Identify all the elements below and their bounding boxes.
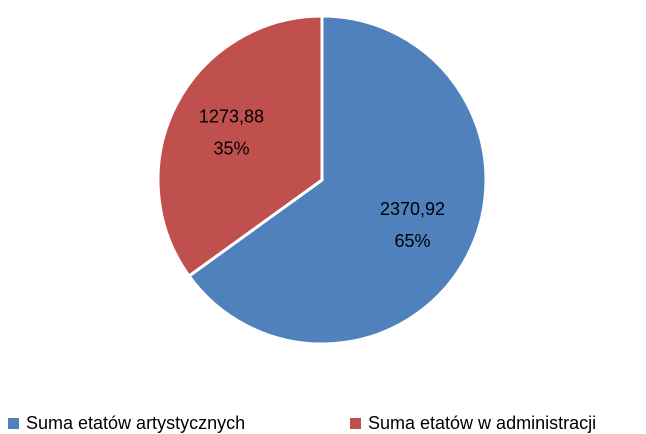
pie-slice xyxy=(156,14,324,278)
legend-swatch xyxy=(8,418,19,429)
legend-label: Suma etatów artystycznych xyxy=(26,413,245,433)
data-label: 1273,88 xyxy=(199,106,264,126)
percent-label: 35% xyxy=(213,138,249,158)
legend-swatch xyxy=(350,418,361,429)
data-label: 2370,92 xyxy=(380,199,445,219)
pie-slice xyxy=(187,14,488,346)
legend-label: Suma etatów w administracji xyxy=(368,413,596,433)
percent-label: 65% xyxy=(395,231,431,251)
